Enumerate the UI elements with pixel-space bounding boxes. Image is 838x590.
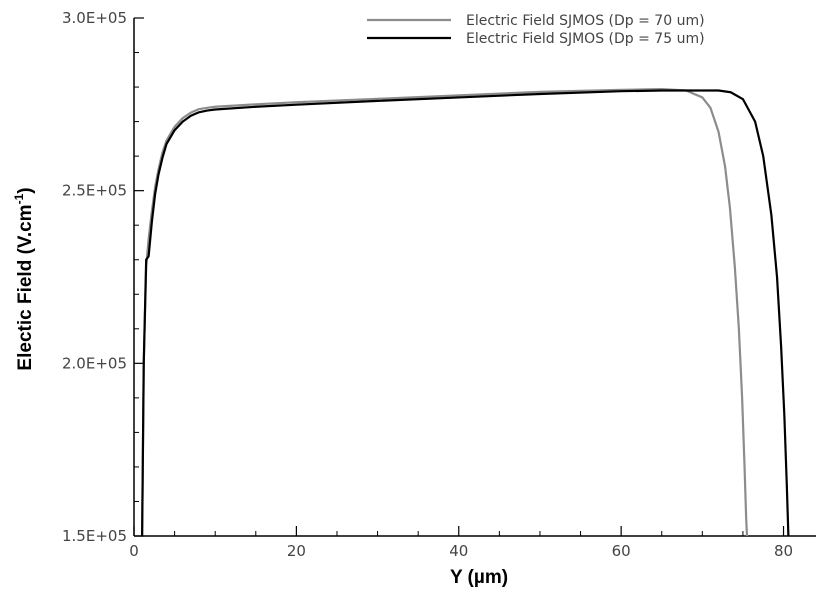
y-axis-title-close: ) bbox=[15, 187, 36, 193]
x-tick-label: 60 bbox=[612, 542, 631, 560]
y-axis-title-main: Electic Field (V.cm bbox=[15, 204, 36, 370]
plot-area: 0 20 40 60 80 1.5E+05 2.0E+05 2.5E+05 3.0E+05 bbox=[62, 9, 816, 560]
y-tick-label: 1.5E+05 bbox=[62, 527, 127, 545]
y-axis-title: Electic Field (V.cm-1) bbox=[12, 187, 36, 370]
y-tick-label: 3.0E+05 bbox=[62, 9, 127, 27]
series-lines bbox=[141, 88, 790, 537]
series-line-2 bbox=[141, 89, 790, 537]
x-tick-label: 80 bbox=[774, 542, 793, 560]
y-tick-label: 2.0E+05 bbox=[62, 354, 127, 372]
x-tick-label: 20 bbox=[287, 542, 306, 560]
legend: Electric Field SJMOS (Dp = 70 um) Electri… bbox=[367, 13, 705, 47]
x-tick-label: 0 bbox=[129, 542, 139, 560]
x-axis-ticks: 0 20 40 60 80 bbox=[129, 526, 793, 560]
y-axis-title-superscript: -1 bbox=[12, 193, 26, 204]
legend-label-1: Electric Field SJMOS (Dp = 70 um) bbox=[466, 13, 705, 29]
series-line-1 bbox=[141, 88, 749, 537]
legend-label-2: Electric Field SJMOS (Dp = 75 um) bbox=[466, 31, 705, 47]
y-axis-ticks: 1.5E+05 2.0E+05 2.5E+05 3.0E+05 bbox=[62, 9, 144, 545]
y-tick-label: 2.5E+05 bbox=[62, 182, 127, 200]
x-tick-label: 40 bbox=[449, 542, 468, 560]
x-axis-title: Y (µm) bbox=[450, 567, 508, 588]
